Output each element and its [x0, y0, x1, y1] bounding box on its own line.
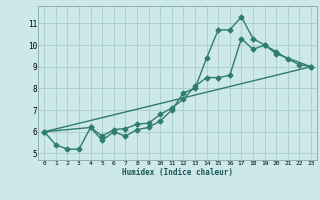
X-axis label: Humidex (Indice chaleur): Humidex (Indice chaleur) — [122, 168, 233, 177]
